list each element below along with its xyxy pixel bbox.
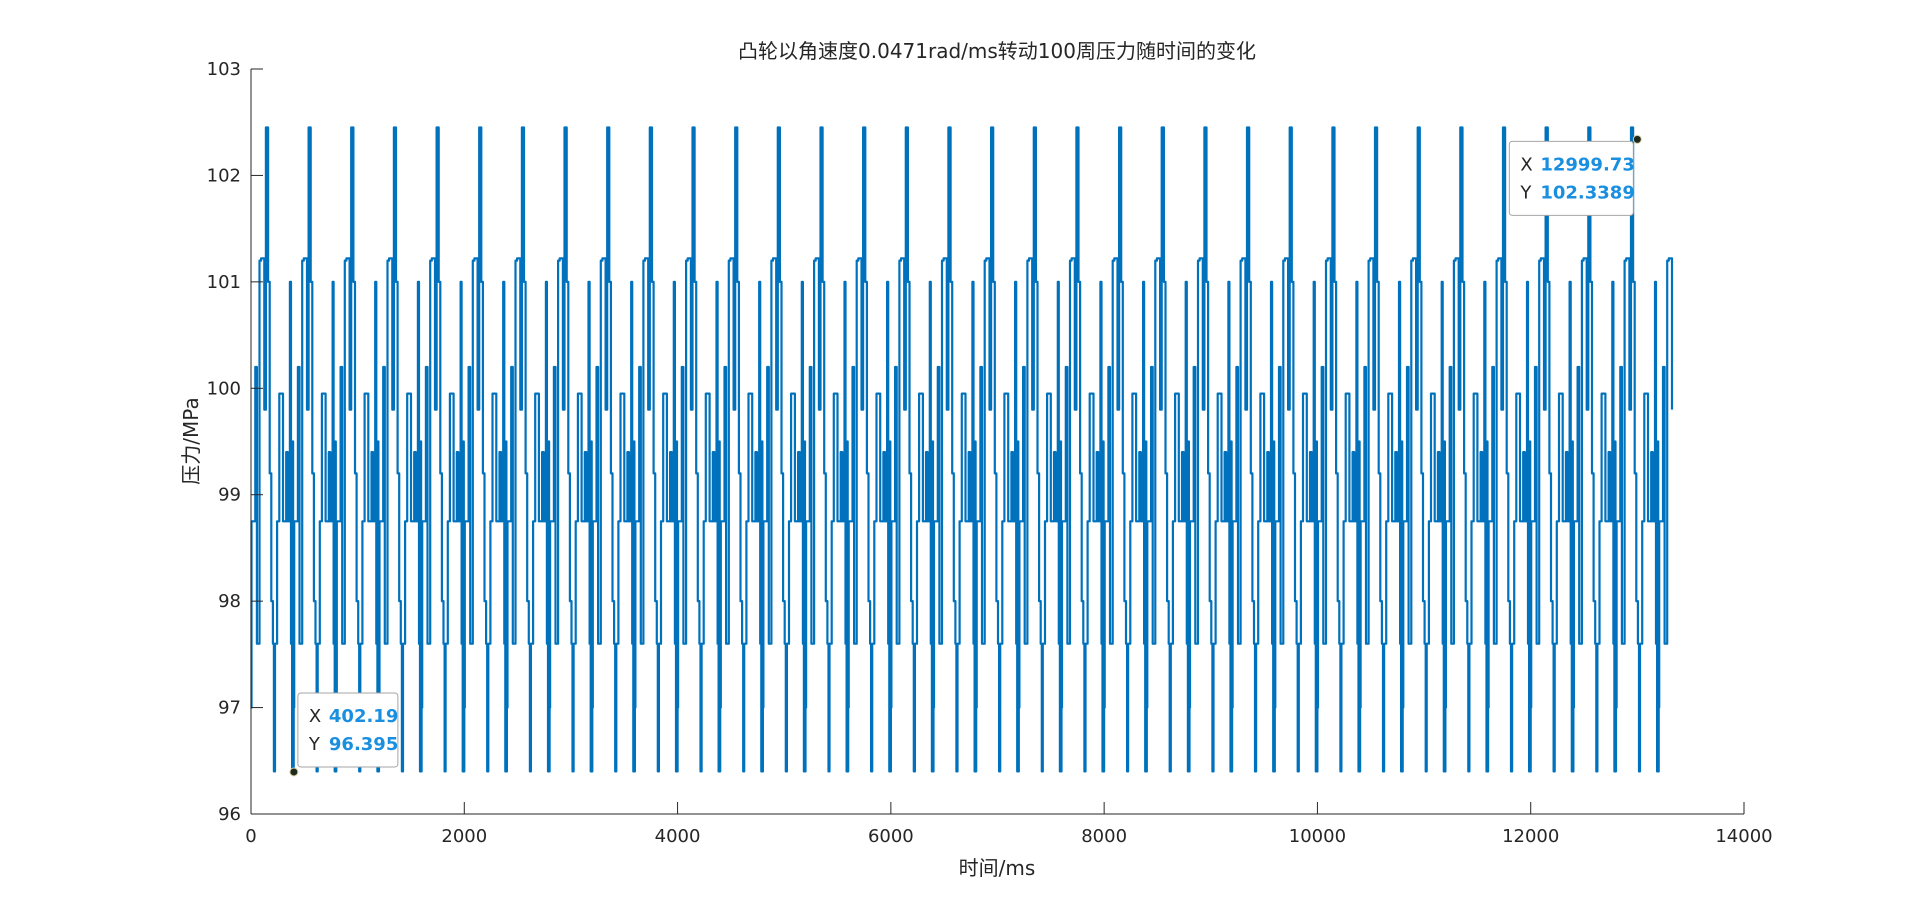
y-axis-title: 压力/MPa (179, 397, 203, 484)
series-layer (250, 126, 1674, 773)
x-tick-label: 6000 (868, 826, 914, 847)
x-tick-label: 12000 (1502, 826, 1559, 847)
x-tick-label: 14000 (1715, 826, 1772, 847)
datatip-box (1508, 140, 1634, 216)
datatip-y-key: Y (308, 734, 321, 755)
y-tick-label: 102 (207, 165, 241, 186)
y-tick-label: 97 (218, 698, 241, 719)
x-tick-label: 8000 (1081, 826, 1127, 847)
datatip-marker[interactable] (1632, 134, 1642, 144)
y-tick-label: 103 (207, 59, 241, 80)
y-tick-label: 100 (207, 378, 241, 399)
x-tick-label: 0 (245, 826, 256, 847)
chart-title: 凸轮以角速度0.0471rad/ms转动100周压力随时间的变化 (738, 39, 1256, 63)
y-tick-label: 99 (218, 485, 241, 506)
datatip-x-value: 12999.73 (1540, 154, 1635, 175)
y-tick-label: 98 (218, 591, 241, 612)
x-tick-label: 10000 (1289, 826, 1346, 847)
x-axis-title: 时间/ms (959, 856, 1036, 880)
series-line (250, 126, 1674, 773)
datatip-box (297, 692, 399, 768)
datatip-marker[interactable] (289, 767, 299, 777)
x-ticks: 0 2000 4000 6000 8000 10000 12000 14000 (245, 802, 1773, 847)
datatip-x-key: X (309, 706, 321, 727)
y-tick-label: 101 (207, 272, 241, 293)
datatip-x-key: X (1520, 154, 1532, 175)
datatip-y-value: 102.3389 (1540, 182, 1635, 203)
y-ticks: 96 97 98 99 100 101 102 103 (207, 59, 263, 825)
plot-area (251, 69, 1744, 814)
x-tick-label: 2000 (441, 826, 487, 847)
datatip-y-value: 96.395 (329, 734, 398, 755)
datatip-x-value: 402.19 (329, 706, 398, 727)
datatip-y-key: Y (1519, 182, 1532, 203)
y-tick-label: 96 (218, 804, 241, 825)
annotation-layer: X 402.19 Y 96.395 X 12999.73 Y 102.3389 (289, 134, 1642, 777)
x-tick-label: 4000 (655, 826, 701, 847)
